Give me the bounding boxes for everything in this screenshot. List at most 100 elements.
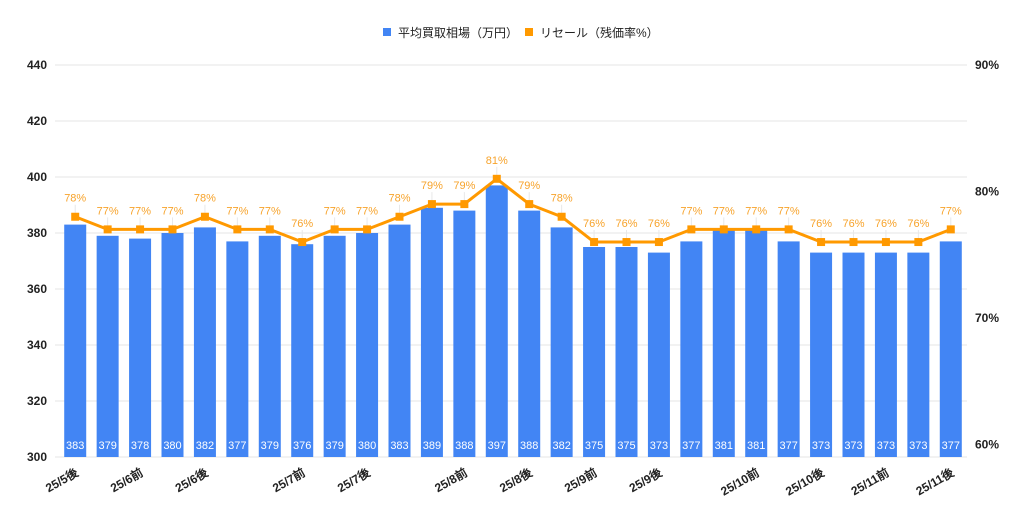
bar[interactable]: 378 [129, 238, 152, 457]
line-point[interactable]: 77% [713, 205, 735, 234]
bar[interactable]: 377 [777, 241, 800, 457]
line-point[interactable]: 76% [875, 218, 897, 247]
x-axis-tick-label: 25/9前 [561, 465, 599, 496]
line-point[interactable]: 77% [745, 205, 767, 234]
bar-series: 383 379 378 380 382 377 379 376 379 380 383 389 388 3… [64, 185, 962, 457]
bar[interactable]: 388 [518, 210, 541, 457]
bar-rect [161, 233, 184, 457]
line-value-label: 76% [615, 218, 637, 230]
left-axis-tick-label: 400 [27, 170, 47, 184]
bar[interactable]: 373 [842, 252, 865, 457]
line-value-label: 77% [161, 205, 183, 217]
bar-rect [420, 207, 443, 457]
bar[interactable]: 376 [291, 244, 314, 457]
bar-rect [745, 230, 768, 457]
square-marker-icon [427, 200, 436, 209]
line-point[interactable]: 77% [226, 205, 249, 234]
line-point[interactable]: 78% [194, 193, 216, 221]
bar-rect [388, 224, 411, 457]
bar[interactable]: 382 [550, 227, 573, 457]
bar[interactable]: 397 [485, 185, 508, 457]
x-axis-tick-label: 25/9後 [626, 464, 665, 495]
right-axis-tick-label: 70% [975, 311, 999, 325]
line-point[interactable]: 77% [778, 205, 800, 234]
x-axis-tick-label: 25/6後 [172, 464, 211, 495]
legend-item-0[interactable]: 平均買取相場（万円） [383, 26, 518, 40]
bar[interactable]: 377 [939, 241, 962, 457]
bar[interactable]: 381 [712, 230, 735, 457]
legend-item-1[interactable]: リセール（残価率%） [525, 25, 659, 40]
line-value-label: 77% [745, 205, 767, 217]
line-point[interactable]: 78% [551, 193, 573, 221]
square-marker-icon [233, 225, 242, 234]
legend-label: 平均買取相場（万円） [398, 26, 518, 40]
right-axis-tick-label: 60% [975, 437, 999, 451]
line-point[interactable]: 79% [453, 180, 476, 209]
square-marker-icon [298, 238, 307, 247]
bar[interactable]: 389 [420, 207, 443, 457]
line-point[interactable]: 76% [583, 218, 605, 247]
bar[interactable]: 388 [453, 210, 476, 457]
bar[interactable]: 383 [64, 224, 87, 457]
line-point[interactable]: 77% [324, 205, 346, 234]
line-point[interactable]: 76% [648, 218, 670, 247]
line-point[interactable]: 77% [680, 205, 703, 234]
bar-rect [550, 227, 573, 457]
square-marker-icon [330, 225, 339, 234]
bar[interactable]: 375 [583, 247, 606, 457]
line-value-label: 76% [583, 218, 605, 230]
line-point[interactable]: 81% [486, 155, 508, 183]
line-value-label: 77% [259, 205, 281, 217]
square-marker-icon [492, 174, 501, 183]
line-point[interactable]: 77% [356, 205, 378, 234]
bar[interactable]: 377 [226, 241, 249, 457]
left-axis-tick-label: 420 [27, 114, 47, 128]
bar[interactable]: 383 [388, 224, 411, 457]
x-axis-tick-label: 25/8前 [432, 465, 470, 496]
bar-rect [518, 210, 541, 457]
bar[interactable]: 373 [874, 252, 897, 457]
bar[interactable]: 373 [647, 252, 670, 457]
bar-value-label: 373 [877, 440, 895, 452]
line-point[interactable]: 76% [842, 218, 865, 247]
line-point[interactable]: 77% [940, 205, 962, 234]
line-point[interactable]: 76% [291, 218, 313, 247]
line-point[interactable]: 78% [388, 193, 411, 221]
line-point[interactable]: 76% [810, 218, 832, 247]
square-marker-icon [136, 225, 145, 234]
bar-rect [129, 238, 152, 457]
line-point[interactable]: 77% [129, 205, 151, 234]
line-point[interactable]: 77% [97, 205, 119, 234]
line-point[interactable]: 79% [421, 180, 443, 209]
bar-value-label: 377 [779, 440, 797, 452]
line-point[interactable]: 79% [518, 180, 540, 209]
x-axis-tick-label: 25/10前 [718, 465, 762, 499]
bar-rect [64, 224, 87, 457]
bar[interactable]: 379 [323, 235, 346, 457]
square-marker-icon [71, 212, 80, 221]
x-axis-tick-label: 25/8後 [497, 464, 536, 495]
line-point[interactable]: 76% [907, 218, 930, 247]
bar-rect [583, 247, 606, 457]
bar[interactable]: 375 [615, 247, 638, 457]
line-value-label: 77% [713, 205, 735, 217]
left-axis-tick-label: 440 [27, 58, 47, 72]
line-point[interactable]: 77% [161, 205, 184, 234]
bar[interactable]: 373 [907, 252, 930, 457]
bar[interactable]: 380 [161, 233, 184, 457]
bar[interactable]: 382 [193, 227, 216, 457]
line-point[interactable]: 77% [259, 205, 281, 234]
bar[interactable]: 377 [680, 241, 703, 457]
bar[interactable]: 381 [745, 230, 768, 457]
bar[interactable]: 373 [810, 252, 833, 457]
line-point[interactable]: 78% [64, 193, 86, 221]
x-axis-tick-label: 25/11前 [848, 465, 891, 499]
line-value-label: 77% [324, 205, 346, 217]
bar[interactable]: 379 [96, 235, 119, 457]
bar[interactable]: 379 [258, 235, 281, 457]
bar[interactable]: 380 [356, 233, 379, 457]
legend-bar-swatch-icon [383, 28, 391, 36]
line-point[interactable]: 76% [615, 218, 638, 247]
bar-value-label: 373 [812, 440, 830, 452]
